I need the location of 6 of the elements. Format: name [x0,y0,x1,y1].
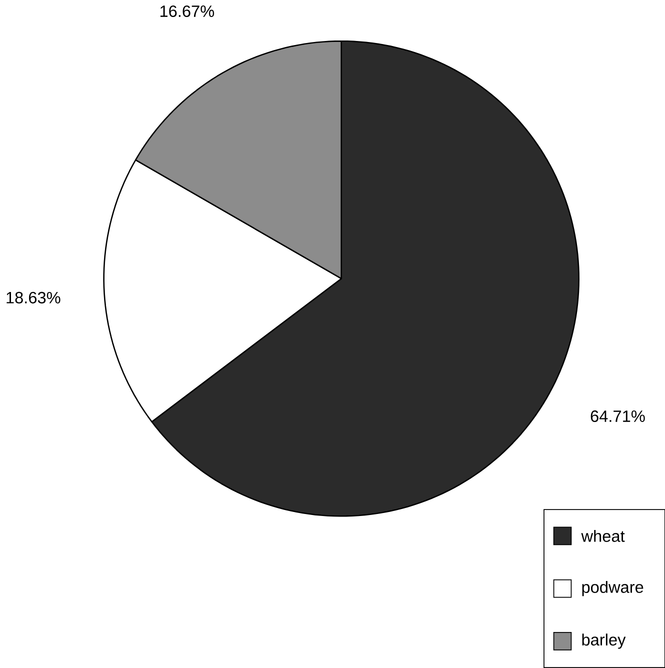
data-label: 18.63% [6,292,60,304]
data-label: 64.71% [590,410,645,422]
legend-label: barley [582,634,626,649]
legend-label: podware [582,580,644,596]
data-label: 16.67% [160,5,214,18]
legend-label: wheat [581,530,625,542]
